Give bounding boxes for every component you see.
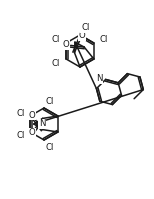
Text: Cl: Cl — [52, 59, 60, 67]
Text: O: O — [28, 111, 35, 120]
Text: Cl: Cl — [52, 34, 60, 44]
Text: Cl: Cl — [45, 97, 53, 105]
Text: O: O — [78, 31, 85, 40]
Text: Cl: Cl — [100, 34, 108, 44]
Text: Cl: Cl — [45, 142, 53, 151]
Text: N: N — [39, 120, 45, 129]
Text: Cl: Cl — [81, 23, 89, 32]
Text: O: O — [63, 40, 70, 49]
Text: O: O — [28, 128, 35, 137]
Text: Cl: Cl — [17, 131, 25, 139]
Text: N: N — [96, 74, 103, 83]
Text: Cl: Cl — [17, 108, 25, 117]
